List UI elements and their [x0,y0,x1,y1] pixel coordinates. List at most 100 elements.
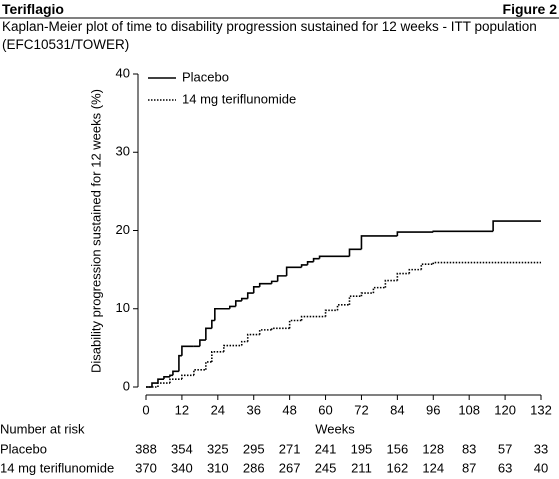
y-tick-label: 10 [116,300,130,315]
km-step [252,286,260,294]
risk-value: 195 [351,441,373,456]
risk-value: 340 [171,460,193,475]
km-step [181,374,194,380]
x-tick-label: 60 [318,402,332,417]
risk-value: 211 [351,460,372,475]
x-tick-label: 132 [530,402,552,417]
risk-value: 388 [135,441,157,456]
km-step [288,319,302,329]
km-step [211,350,224,362]
risk-value: 310 [207,460,229,475]
risk-value: 63 [498,460,512,475]
risk-value: 325 [207,441,229,456]
risk-value: 128 [422,441,444,456]
risk-value: 245 [315,460,337,475]
km-step [234,300,242,307]
km-step [300,264,308,268]
x-tick-label: 36 [246,402,260,417]
km-step [163,376,170,380]
km-step [348,248,362,257]
x-tick-label: 0 [142,402,149,417]
x-tick-label: 120 [494,402,516,417]
km-step [181,345,194,356]
risk-value: 295 [243,441,265,456]
km-step [193,368,206,376]
km-step [240,297,248,301]
risk-value: 87 [462,460,476,475]
risk-value: 156 [387,441,409,456]
legend-label: Placebo [182,69,229,84]
risk-value: 286 [243,460,265,475]
risk-value: 162 [387,460,409,475]
km-step [300,315,326,321]
km-step [408,268,422,274]
km-step [246,292,254,299]
risk-value: 33 [534,441,548,456]
risk-value: 354 [171,441,193,456]
km-step [360,235,398,250]
risk-value: 124 [422,460,444,475]
km-step [157,378,164,384]
km-step [169,374,173,377]
x-tick-label: 72 [354,402,368,417]
x-axis-label: Weeks [315,421,355,436]
chart-title: Kaplan-Meier plot of time to disability … [2,19,537,52]
km-step [270,327,290,330]
risk-value: 57 [498,441,512,456]
km-step [205,327,212,341]
risk-row-label: Placebo [0,441,47,456]
km-step [432,261,541,265]
km-step [258,282,272,287]
km-step [348,295,362,305]
km-step [199,339,206,347]
risk-title: Number at risk [0,421,85,436]
km-step [372,286,386,294]
risk-value: 370 [135,460,157,475]
y-tick-label: 30 [116,144,130,159]
km-step [384,279,398,288]
km-step [312,257,320,262]
km-step [205,361,212,370]
risk-value: 267 [279,460,301,475]
risk-value: 241 [315,441,337,456]
km-step [420,263,434,270]
km-step [336,304,350,311]
x-tick-label: 96 [426,402,440,417]
km-step [178,354,182,372]
km-step [246,333,260,342]
km-step [306,261,314,265]
km-step [157,382,170,387]
km-step [318,255,350,259]
x-tick-label: 84 [390,402,404,417]
y-tick-label: 0 [123,378,130,393]
x-tick-label: 12 [175,402,189,417]
km-step [324,309,338,317]
km-step [258,329,272,335]
risk-value: 40 [534,460,548,475]
km-step [223,344,242,352]
risk-row-label: 14 mg teriflunomide [0,460,114,475]
km-step [214,307,230,321]
risk-value: 83 [462,441,476,456]
x-tick-label: 108 [458,402,480,417]
km-step [396,231,434,236]
km-step [172,370,179,376]
risk-value: 271 [279,441,301,456]
y-axis-label: Disability progression sustained for 12 … [88,89,103,373]
km-step [270,280,278,284]
km-step [240,340,248,346]
y-tick-label: 40 [116,65,130,80]
km-step [396,272,410,281]
km-step [211,319,215,329]
legend-label: 14 mg teriflunomide [182,91,296,106]
km-step [228,305,236,309]
y-tick-label: 20 [116,222,130,237]
km-step [492,220,541,232]
km-step [151,382,158,387]
km-step [169,378,182,384]
x-tick-label: 24 [211,402,225,417]
km-step [360,292,374,297]
km-step [432,230,494,233]
